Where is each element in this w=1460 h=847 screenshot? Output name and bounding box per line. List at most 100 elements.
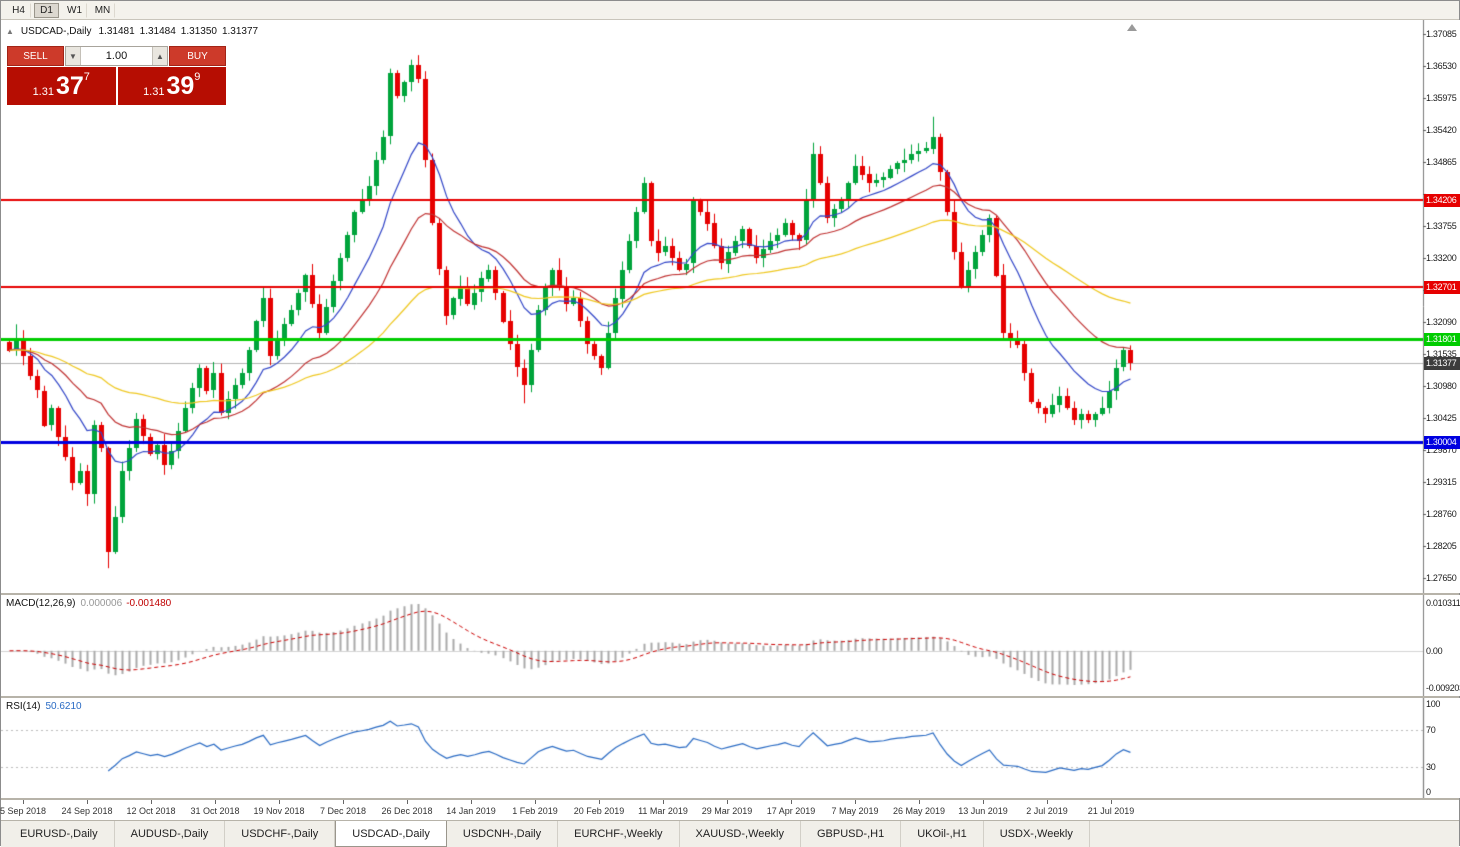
tab-eurchf-weekly[interactable]: EURCHF-,Weekly bbox=[558, 821, 680, 847]
time-axis-label: 13 Jun 2019 bbox=[958, 806, 1008, 816]
time-axis-label: 29 Mar 2019 bbox=[701, 806, 753, 816]
time-tick-mark bbox=[1111, 800, 1112, 804]
time-tick-mark bbox=[855, 800, 856, 804]
price-axis-tick: 1.35420 bbox=[1426, 125, 1457, 135]
time-axis-label: 12 Oct 2018 bbox=[126, 806, 176, 816]
time-axis-label: 17 Apr 2019 bbox=[766, 806, 816, 816]
buy-price-display[interactable]: 1.31 39 9 bbox=[117, 67, 226, 105]
time-axis-label: 2 Jul 2019 bbox=[1026, 806, 1068, 816]
price-axis-tick: 1.33755 bbox=[1426, 221, 1457, 231]
time-tick-mark bbox=[23, 800, 24, 804]
panel-splitter[interactable] bbox=[1, 593, 1459, 595]
sell-price-display[interactable]: 1.31 37 7 bbox=[7, 67, 116, 105]
one-click-toggle-icon[interactable]: ▲ bbox=[6, 27, 14, 36]
time-axis-label: 20 Feb 2019 bbox=[573, 806, 625, 816]
buy-price-big: 39 bbox=[166, 72, 195, 100]
time-tick-mark bbox=[791, 800, 792, 804]
tab-usdcnh-daily[interactable]: USDCNH-,Daily bbox=[447, 821, 559, 847]
volume-increase-icon[interactable]: ▲ bbox=[152, 47, 167, 65]
volume-decrease-icon[interactable]: ▼ bbox=[66, 47, 81, 65]
rsi-title: RSI(14) bbox=[6, 701, 41, 712]
tab-usdcad-daily[interactable]: USDCAD-,Daily bbox=[335, 821, 447, 847]
panel-splitter[interactable] bbox=[1, 798, 1459, 800]
hline-price-label: 1.30004 bbox=[1424, 436, 1460, 449]
sell-price-sup: 7 bbox=[83, 71, 90, 83]
tab-xauusd-weekly[interactable]: XAUUSD-,Weekly bbox=[680, 821, 801, 847]
time-axis-label: 7 Dec 2018 bbox=[319, 806, 367, 816]
chart-shift-icon[interactable] bbox=[1127, 24, 1137, 31]
timeframe-w1[interactable]: W1 bbox=[62, 2, 87, 18]
main-chart-panel: ▲ USDCAD-,Daily 1.31481 1.31484 1.31350 1.3… bbox=[1, 20, 1460, 593]
price-axis[interactable]: 1.37085 1.36530 1.35975 1.35420 1.34865 1.337… bbox=[1424, 20, 1460, 593]
time-tick-mark bbox=[471, 800, 472, 804]
sell-price-prefix: 1.31 bbox=[32, 86, 54, 98]
volume-field[interactable]: ▼ 1.00 ▲ bbox=[65, 46, 168, 66]
rsi-axis-label: 100 bbox=[1426, 699, 1441, 709]
rsi-axis-label: 70 bbox=[1426, 725, 1436, 735]
time-axis-label: 11 Mar 2019 bbox=[638, 806, 688, 816]
tab-audusd-daily[interactable]: AUDUSD-,Daily bbox=[115, 821, 226, 847]
open-value: 1.31481 bbox=[98, 26, 135, 37]
time-axis-label: 21 Jul 2019 bbox=[1087, 806, 1135, 816]
close-value: 1.31377 bbox=[221, 26, 259, 37]
time-tick-mark bbox=[215, 800, 216, 804]
time-axis-label: 26 Dec 2018 bbox=[381, 806, 433, 816]
hline-price-label: 1.32701 bbox=[1424, 281, 1460, 294]
sell-button[interactable]: SELL bbox=[7, 46, 64, 66]
time-tick-mark bbox=[727, 800, 728, 804]
price-axis-tick: 1.31535 bbox=[1426, 349, 1457, 359]
price-axis-tick: 1.28760 bbox=[1426, 509, 1457, 519]
macd-axis: 0.010311 0.00 -0.009203 bbox=[1424, 595, 1460, 696]
buy-button[interactable]: BUY bbox=[169, 46, 226, 66]
rsi-canvas[interactable] bbox=[1, 698, 1460, 798]
rsi-axis-label: 30 bbox=[1426, 762, 1436, 772]
timeframe-mn[interactable]: MN bbox=[90, 2, 115, 18]
price-axis-tick: 1.35975 bbox=[1426, 93, 1457, 103]
ohlc-readout: 1.31481 1.31484 1.31350 1.31377 bbox=[98, 26, 263, 37]
price-axis-tick: 1.27650 bbox=[1426, 573, 1457, 583]
time-tick-mark bbox=[87, 800, 88, 804]
price-axis-tick: 1.30980 bbox=[1426, 381, 1457, 391]
price-axis-tick: 1.30425 bbox=[1426, 413, 1457, 423]
buy-price-sup: 9 bbox=[194, 71, 201, 83]
time-axis[interactable]: 5 Sep 2018 24 Sep 2018 12 Oct 2018 31 Oct 2… bbox=[0, 800, 1459, 820]
tab-ukoil-h1[interactable]: UKOil-,H1 bbox=[901, 821, 984, 847]
tab-eurusd-daily[interactable]: EURUSD-,Daily bbox=[4, 821, 115, 847]
time-tick-mark bbox=[407, 800, 408, 804]
main-chart-canvas[interactable] bbox=[1, 20, 1460, 593]
buy-price-prefix: 1.31 bbox=[143, 86, 165, 98]
price-axis-tick: 1.28205 bbox=[1426, 541, 1457, 551]
low-value: 1.31350 bbox=[180, 26, 217, 37]
time-axis-label: 31 Oct 2018 bbox=[190, 806, 240, 816]
time-tick-mark bbox=[663, 800, 664, 804]
timeframe-toolbar: H4 D1 W1 MN bbox=[1, 1, 1459, 20]
macd-value: 0.000006 bbox=[80, 598, 123, 609]
time-axis-label: 5 Sep 2018 bbox=[0, 806, 47, 816]
timeframe-d1[interactable]: D1 bbox=[34, 2, 59, 18]
time-axis-label: 14 Jan 2019 bbox=[446, 806, 496, 816]
price-axis-tick: 1.32090 bbox=[1426, 317, 1457, 327]
time-tick-mark bbox=[279, 800, 280, 804]
rsi-axis-label: 0 bbox=[1426, 787, 1431, 797]
panel-splitter[interactable] bbox=[1, 696, 1459, 698]
current-price-label: 1.31377 bbox=[1424, 357, 1460, 370]
macd-canvas[interactable] bbox=[1, 595, 1460, 696]
rsi-panel: RSI(14) 50.6210 100 70 30 0 bbox=[1, 698, 1460, 798]
macd-axis-label: 0.010311 bbox=[1426, 598, 1460, 608]
chart-title: ▲ USDCAD-,Daily 1.31481 1.31484 1.31350 1.3… bbox=[6, 26, 263, 37]
price-axis-tick: 1.29870 bbox=[1426, 445, 1457, 455]
tab-usdchf-daily[interactable]: USDCHF-,Daily bbox=[225, 821, 336, 847]
rsi-header: RSI(14) 50.6210 bbox=[6, 701, 82, 712]
time-axis-label: 7 May 2019 bbox=[831, 806, 879, 816]
timeframe-h4[interactable]: H4 bbox=[6, 2, 31, 18]
rsi-value: 50.6210 bbox=[45, 701, 82, 712]
tab-gbpusd-h1[interactable]: GBPUSD-,H1 bbox=[801, 821, 902, 847]
volume-value[interactable]: 1.00 bbox=[105, 50, 128, 62]
hline-price-label: 1.31801 bbox=[1424, 333, 1460, 346]
price-axis-tick: 1.36530 bbox=[1426, 61, 1457, 71]
time-axis-label: 26 May 2019 bbox=[892, 806, 946, 816]
time-tick-mark bbox=[1047, 800, 1048, 804]
time-tick-mark bbox=[599, 800, 600, 804]
tab-usdx-weekly[interactable]: USDX-,Weekly bbox=[984, 821, 1090, 847]
